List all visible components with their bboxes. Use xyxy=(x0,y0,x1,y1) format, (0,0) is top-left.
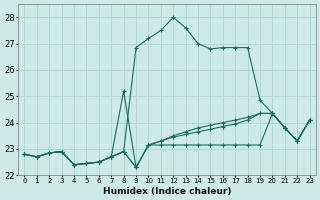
X-axis label: Humidex (Indice chaleur): Humidex (Indice chaleur) xyxy=(103,187,231,196)
